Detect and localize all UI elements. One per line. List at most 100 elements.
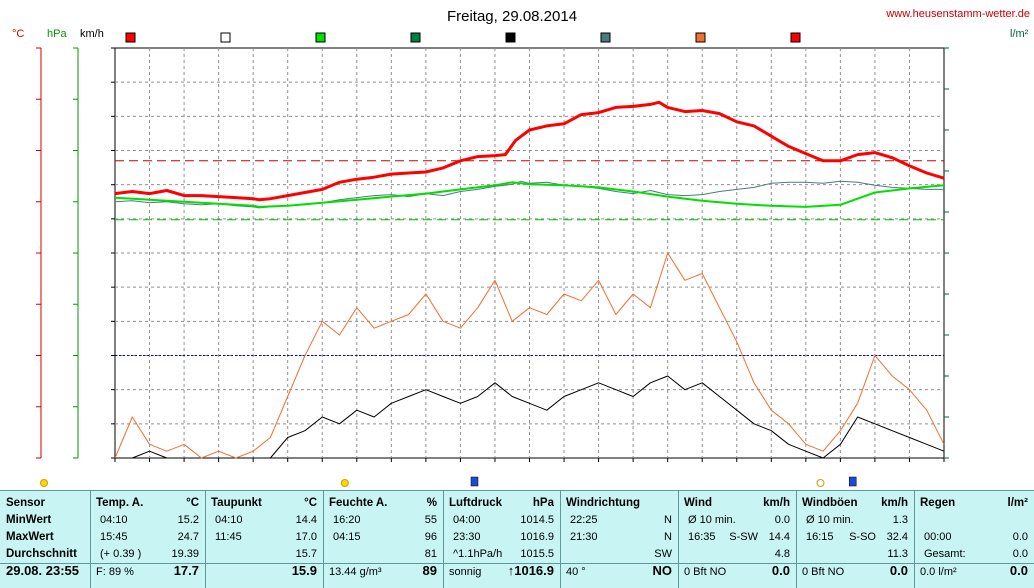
cell-value: 15.7 (295, 548, 317, 560)
rain-unit: l/m² (1010, 28, 1029, 40)
footer-left: sonnig (449, 566, 482, 578)
legend-swatch (505, 32, 516, 43)
cell-left: Gesamt: (924, 548, 966, 560)
series-line (114, 181, 945, 208)
series-line (114, 252, 945, 459)
cell-left: 16:35 (688, 531, 716, 543)
table-column-separator (323, 491, 324, 588)
cell-value: SW (654, 548, 672, 560)
footer-value: ↑1016.9 (507, 563, 554, 578)
column-unit: °C (304, 497, 317, 509)
cell-value: 96 (424, 531, 437, 543)
cell-value: 55 (424, 514, 437, 526)
cell-left: Ø 10 min. (806, 514, 854, 526)
cell-value: 4.8 (774, 548, 790, 560)
cell-left: 04:10 (215, 514, 243, 526)
legend-swatch (315, 32, 326, 43)
cell-value: 0.0 (1012, 531, 1028, 543)
footer-value: 0.0 (1009, 563, 1028, 578)
column-unit: hPa (532, 497, 554, 509)
cell-value: N (664, 531, 672, 543)
website-link[interactable]: www.heusenstamm-wetter.de (885, 8, 1030, 20)
cell-value: N (664, 514, 672, 526)
cell-value: 0.0 (1012, 548, 1028, 560)
legend-swatch (125, 32, 136, 43)
cell-value: 32.4 (886, 531, 908, 543)
moonrise-icon (40, 479, 48, 487)
legend-swatch (410, 32, 421, 43)
footer-value: 0.0 (771, 563, 790, 578)
footer-value: 89 (422, 563, 437, 578)
table-column-separator (90, 491, 91, 588)
cell-value: 81 (424, 548, 437, 560)
cell-left: 22:25 (570, 514, 598, 526)
column-unit: °C (186, 497, 199, 509)
column-header: Regen (920, 497, 956, 509)
footer-value: 15.9 (291, 563, 317, 578)
cell-left: 00:00 (924, 531, 952, 543)
series-line (114, 180, 944, 209)
cell-value: 14.4 (295, 514, 317, 526)
cell-value: 1014.5 (520, 514, 554, 526)
row-label: MaxWert (6, 531, 54, 543)
table-column-separator (443, 491, 444, 588)
column-header: Luftdruck (449, 497, 503, 509)
column-header: Feuchte A. (329, 497, 388, 509)
legend (125, 32, 801, 43)
column-header: Wind (684, 497, 712, 509)
temp-unit: °C (12, 28, 24, 40)
column-header: Temp. A. (96, 497, 144, 509)
cell-left: (+ 0.39 ) (100, 548, 142, 560)
cell-left: 04:00 (453, 514, 481, 526)
time-markers (40, 476, 857, 487)
cell-left: 15:45 (100, 531, 128, 543)
column-unit: l/m² (1007, 497, 1028, 509)
series-line (114, 100, 945, 202)
legend-swatch (695, 32, 706, 43)
footer-value: 17.7 (173, 563, 199, 578)
weather-chart: Freitag, 29.08.2014 www.heusenstamm-wett… (12, 8, 1030, 487)
cell-mid: S-SW (729, 531, 758, 543)
table-column-separator (678, 491, 679, 588)
column-header: Sensor (6, 497, 45, 509)
cell-value: 19.39 (171, 548, 199, 560)
moon-event-icon (848, 476, 857, 487)
cell-left: ^1.1hPa/h (453, 548, 503, 560)
footer-left: 13.44 g/m³ (329, 566, 382, 578)
timestamp: 29.08. 23:55 (6, 563, 80, 578)
cell-left: 11:45 (215, 531, 242, 543)
cell-value: 14.4 (768, 531, 790, 543)
wind-unit: km/h (80, 28, 104, 40)
footer-left: 0.0 l/m² (920, 566, 957, 578)
cell-left: 16:20 (333, 514, 361, 526)
legend-swatch (790, 32, 801, 43)
footer-left: F: 89 % (96, 566, 134, 578)
cell-mid: S-SO (849, 531, 876, 543)
legend-swatch (220, 32, 231, 43)
table-column-separator (796, 491, 797, 588)
footer-value: 0.0 (889, 563, 908, 578)
table-column-separator (560, 491, 561, 588)
cell-left: 23:30 (453, 531, 481, 543)
footer-separator (0, 563, 1034, 564)
column-unit: % (426, 497, 437, 509)
cell-value: 1.3 (892, 514, 908, 526)
moon-event-icon (470, 476, 479, 487)
pressure-unit: hPa (47, 28, 67, 40)
sunrise-icon (340, 479, 349, 487)
cell-value: 17.0 (295, 531, 317, 543)
footer-left: 0 Bft NO (802, 566, 845, 578)
cell-left: 16:15 (806, 531, 834, 543)
cell-left: 04:10 (100, 514, 128, 526)
column-header: Windrichtung (566, 497, 640, 509)
legend-swatch (600, 32, 611, 43)
footer-value: NO (652, 563, 673, 578)
row-label: MinWert (6, 514, 52, 526)
chart-title: Freitag, 29.08.2014 (447, 8, 577, 25)
cell-value: 0.0 (774, 514, 790, 526)
cell-value: 15.2 (177, 514, 199, 526)
statistics-table: Sensor MinWert MaxWert Durchschnitt 29.08. 2… (0, 490, 1034, 588)
column-header: Taupunkt (211, 497, 262, 509)
footer-left: 40 ° (566, 566, 586, 578)
column-header: Windböen (802, 497, 858, 509)
